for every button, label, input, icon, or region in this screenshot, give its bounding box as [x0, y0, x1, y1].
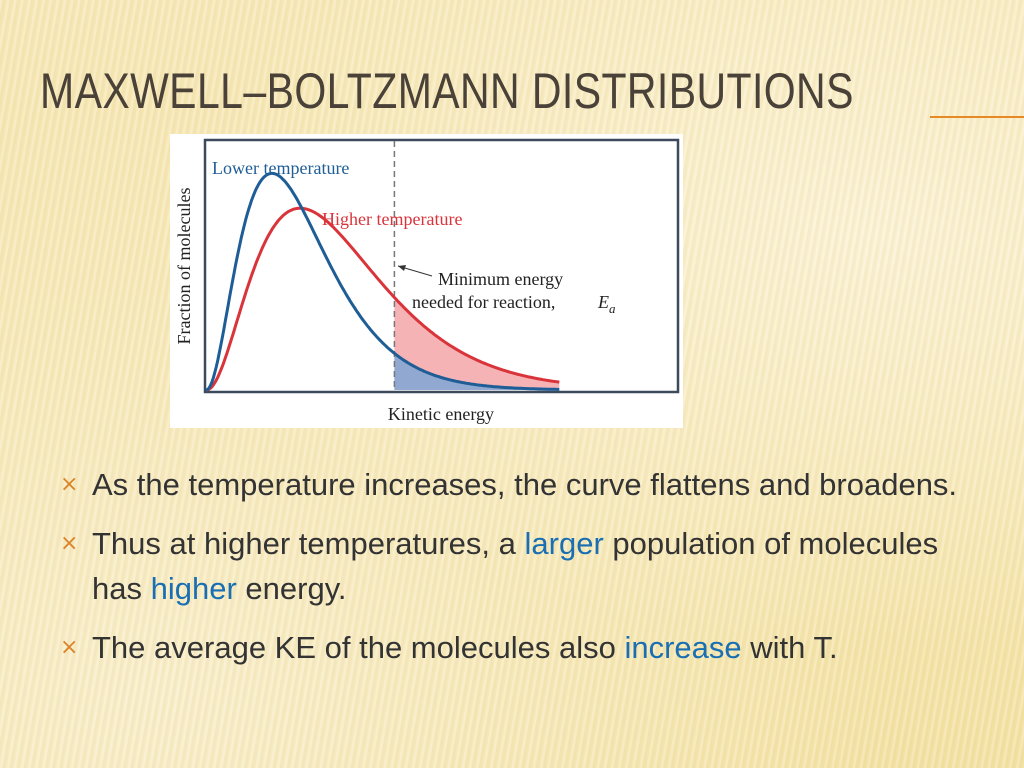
annotation-subscript: a — [609, 301, 616, 316]
annotation-symbol: Ea — [597, 292, 616, 316]
bullet-list: × As the temperature increases, the curve… — [60, 462, 990, 684]
bullet-text: The average KE of the molecules also — [92, 630, 625, 665]
annotation-line2: needed for reaction, — [412, 292, 555, 312]
distribution-figure: Lower temperature Higher temperature Min… — [170, 134, 683, 428]
y-axis-label: Fraction of molecules — [174, 188, 194, 345]
series-label-higher: Higher temperature — [322, 209, 462, 229]
bullet-item: × Thus at higher temperatures, a larger p… — [60, 521, 990, 611]
bullet-text: with T. — [741, 630, 838, 665]
title-accent-rule — [930, 116, 1024, 118]
annotation-arrowhead — [398, 265, 406, 271]
bullet-text: Thus at higher temperatures, a — [92, 526, 525, 561]
highlighted-term: increase — [624, 630, 742, 665]
bullet-marker-icon: × — [60, 635, 79, 660]
slide-title: Maxwell–Boltzmann Distributions — [40, 63, 854, 119]
lower-temperature-area-above-ea — [394, 353, 560, 390]
higher-temperature-area-above-ea — [394, 297, 560, 390]
highlighted-term: higher — [150, 571, 237, 606]
bullet-item: × The average KE of the molecules also in… — [60, 625, 990, 670]
distribution-chart: Lower temperature Higher temperature Min… — [174, 138, 680, 424]
lower-temperature-curve — [205, 171, 560, 392]
series-label-lower: Lower temperature — [212, 158, 349, 178]
bullet-text: energy. — [236, 571, 347, 606]
bullet-marker-icon: × — [60, 531, 79, 556]
bullet-marker-icon: × — [60, 472, 79, 497]
highlighted-term: larger — [524, 526, 604, 561]
higher-temperature-curve — [205, 206, 560, 392]
annotation-symbol-e: E — [597, 292, 609, 312]
annotation-line1: Minimum energy — [438, 269, 563, 289]
x-axis-label: Kinetic energy — [388, 404, 494, 424]
bullet-text: As the temperature increases, the curve … — [92, 467, 958, 502]
bullet-text: population of molecules has — [92, 526, 939, 606]
bullet-item: × As the temperature increases, the curve… — [60, 462, 990, 507]
